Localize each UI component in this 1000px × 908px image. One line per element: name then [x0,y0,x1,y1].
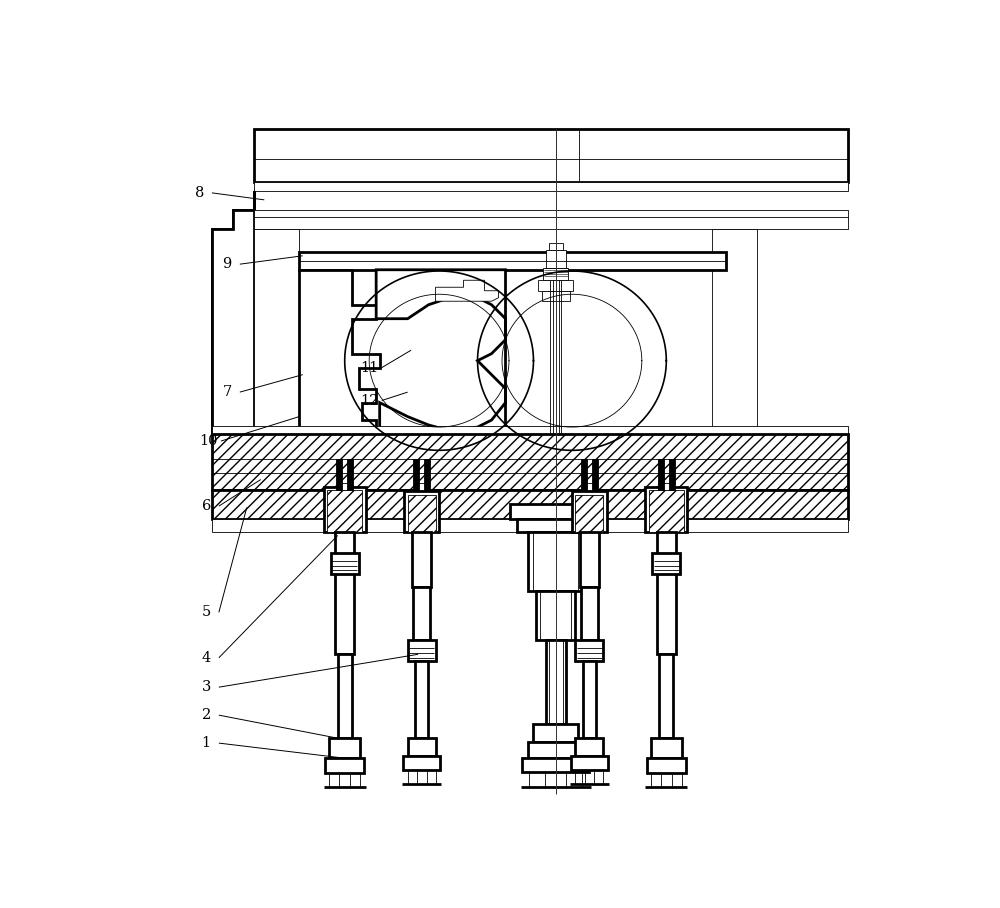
Polygon shape [299,270,380,434]
Bar [324,487,366,532]
Text: 8: 8 [195,186,204,200]
Bar [510,504,601,519]
Bar [412,532,431,587]
Bar [647,758,686,774]
Bar [212,434,848,490]
Polygon shape [212,192,254,434]
Bar [212,490,848,519]
Text: 3: 3 [202,680,211,694]
Bar [347,459,353,490]
Bar [669,459,675,490]
Text: 6: 6 [202,499,211,513]
Bar [662,483,671,490]
Bar [658,459,664,490]
Bar [415,661,428,738]
Bar [335,532,354,655]
Polygon shape [376,270,506,434]
Text: 10: 10 [199,434,218,448]
Bar [549,243,563,251]
Text: 5: 5 [202,606,211,619]
Bar [413,587,430,640]
Bar [338,655,352,738]
Bar [408,495,436,532]
Bar [299,252,726,270]
Bar [424,459,430,490]
Bar [575,495,603,532]
Text: 9: 9 [223,257,232,271]
Bar [254,183,848,192]
Bar [254,129,848,183]
Text: 4: 4 [202,651,211,665]
Bar [517,519,594,532]
Bar [652,553,680,574]
Bar [649,490,684,532]
Bar [581,459,587,490]
Bar [325,758,364,774]
Bar [403,755,440,770]
Bar [341,483,349,490]
Bar [659,655,673,738]
Bar [212,426,848,434]
Polygon shape [212,192,254,434]
Bar [712,229,757,434]
Bar [538,281,573,291]
Bar [543,268,568,281]
Bar [575,738,603,755]
Bar [336,459,342,490]
Bar [546,640,566,725]
Text: 12: 12 [360,393,378,408]
Text: 2: 2 [202,708,211,722]
Bar [592,459,598,490]
Polygon shape [436,281,499,301]
Bar [528,532,584,591]
Bar [417,483,426,490]
Bar [645,487,687,532]
Bar [413,459,419,490]
Bar [327,490,362,532]
Bar [254,211,848,229]
Bar [572,491,607,532]
Bar [571,755,608,770]
Bar [212,519,848,532]
Bar [331,553,359,574]
Bar [404,491,439,532]
Bar [585,483,594,490]
Bar [651,738,682,758]
Text: 11: 11 [360,360,378,375]
Bar [581,587,598,640]
Bar [546,251,566,268]
Bar [408,640,436,661]
Bar [542,291,570,301]
Bar [528,742,584,758]
Bar [583,661,596,738]
Bar [536,591,575,640]
Bar [254,229,299,434]
Bar [575,640,603,661]
Bar [329,738,360,758]
Bar [522,758,589,772]
Text: 1: 1 [202,736,211,750]
Bar [580,532,599,587]
Bar [657,532,676,655]
Bar [408,738,436,755]
Text: 7: 7 [223,385,232,400]
Bar [533,725,578,742]
